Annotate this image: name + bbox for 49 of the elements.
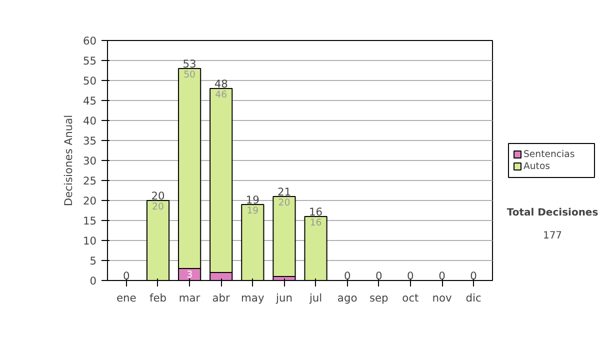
x-tick-label: jul <box>308 292 322 304</box>
x-tick-label: dic <box>466 292 482 304</box>
y-tick-label: 60 <box>82 34 97 48</box>
text: 177 <box>542 230 562 242</box>
total-label: 0 <box>344 270 351 282</box>
x-tick-label: ene <box>116 292 136 304</box>
total-label: 0 <box>470 270 478 282</box>
y-tick-label: 25 <box>82 174 97 188</box>
y-tick-label: 35 <box>82 134 97 148</box>
y-tick-label: 55 <box>82 54 97 68</box>
x-tick-label: ago <box>337 292 358 304</box>
data-label: 20 <box>152 202 164 212</box>
legend-label: Autos <box>524 161 550 172</box>
x-tick-label: mar <box>178 292 201 304</box>
data-label: 46 <box>215 90 228 100</box>
data-label: 16 <box>310 218 322 228</box>
total-label: 0 <box>376 270 383 282</box>
data-label: 20 <box>278 198 290 208</box>
text: Total Decisiones <box>506 208 598 218</box>
total-label: 19 <box>246 194 260 206</box>
x-tick-label: may <box>241 292 264 304</box>
total-label: 21 <box>277 186 292 198</box>
y-tick-label: 20 <box>82 194 97 208</box>
x-tick-label: sep <box>369 292 389 304</box>
y-tick-label: 10 <box>82 234 97 248</box>
y-tick-label: 15 <box>82 214 97 228</box>
total-label: 53 <box>182 58 196 70</box>
y-tick-label: 40 <box>82 114 97 128</box>
y-tick-label: 30 <box>82 154 97 168</box>
x-tick-label: nov <box>432 292 452 304</box>
y-tick-label: 45 <box>82 94 97 108</box>
total-label: 0 <box>123 270 130 282</box>
x-tick-label: abr <box>212 292 231 304</box>
legend-label: Sentencias <box>524 149 575 160</box>
y-tick-label: 5 <box>90 254 96 268</box>
x-tick-label: oct <box>402 292 419 304</box>
x-tick-label: feb <box>149 292 167 304</box>
data-label: 50 <box>184 70 196 80</box>
x-tick-label: jun <box>274 292 292 304</box>
total-label: 16 <box>309 206 323 218</box>
data-label: 19 <box>246 206 259 216</box>
y-tick-label: 50 <box>82 74 97 88</box>
total-label: 20 <box>151 190 165 202</box>
y-tick-label: 0 <box>90 274 97 288</box>
total-label: 48 <box>214 78 228 90</box>
total-label: 0 <box>407 270 414 282</box>
y-axis-title: Decisiones Anual <box>62 114 75 206</box>
data-label: 3 <box>186 270 193 280</box>
total-label: 0 <box>438 270 446 282</box>
